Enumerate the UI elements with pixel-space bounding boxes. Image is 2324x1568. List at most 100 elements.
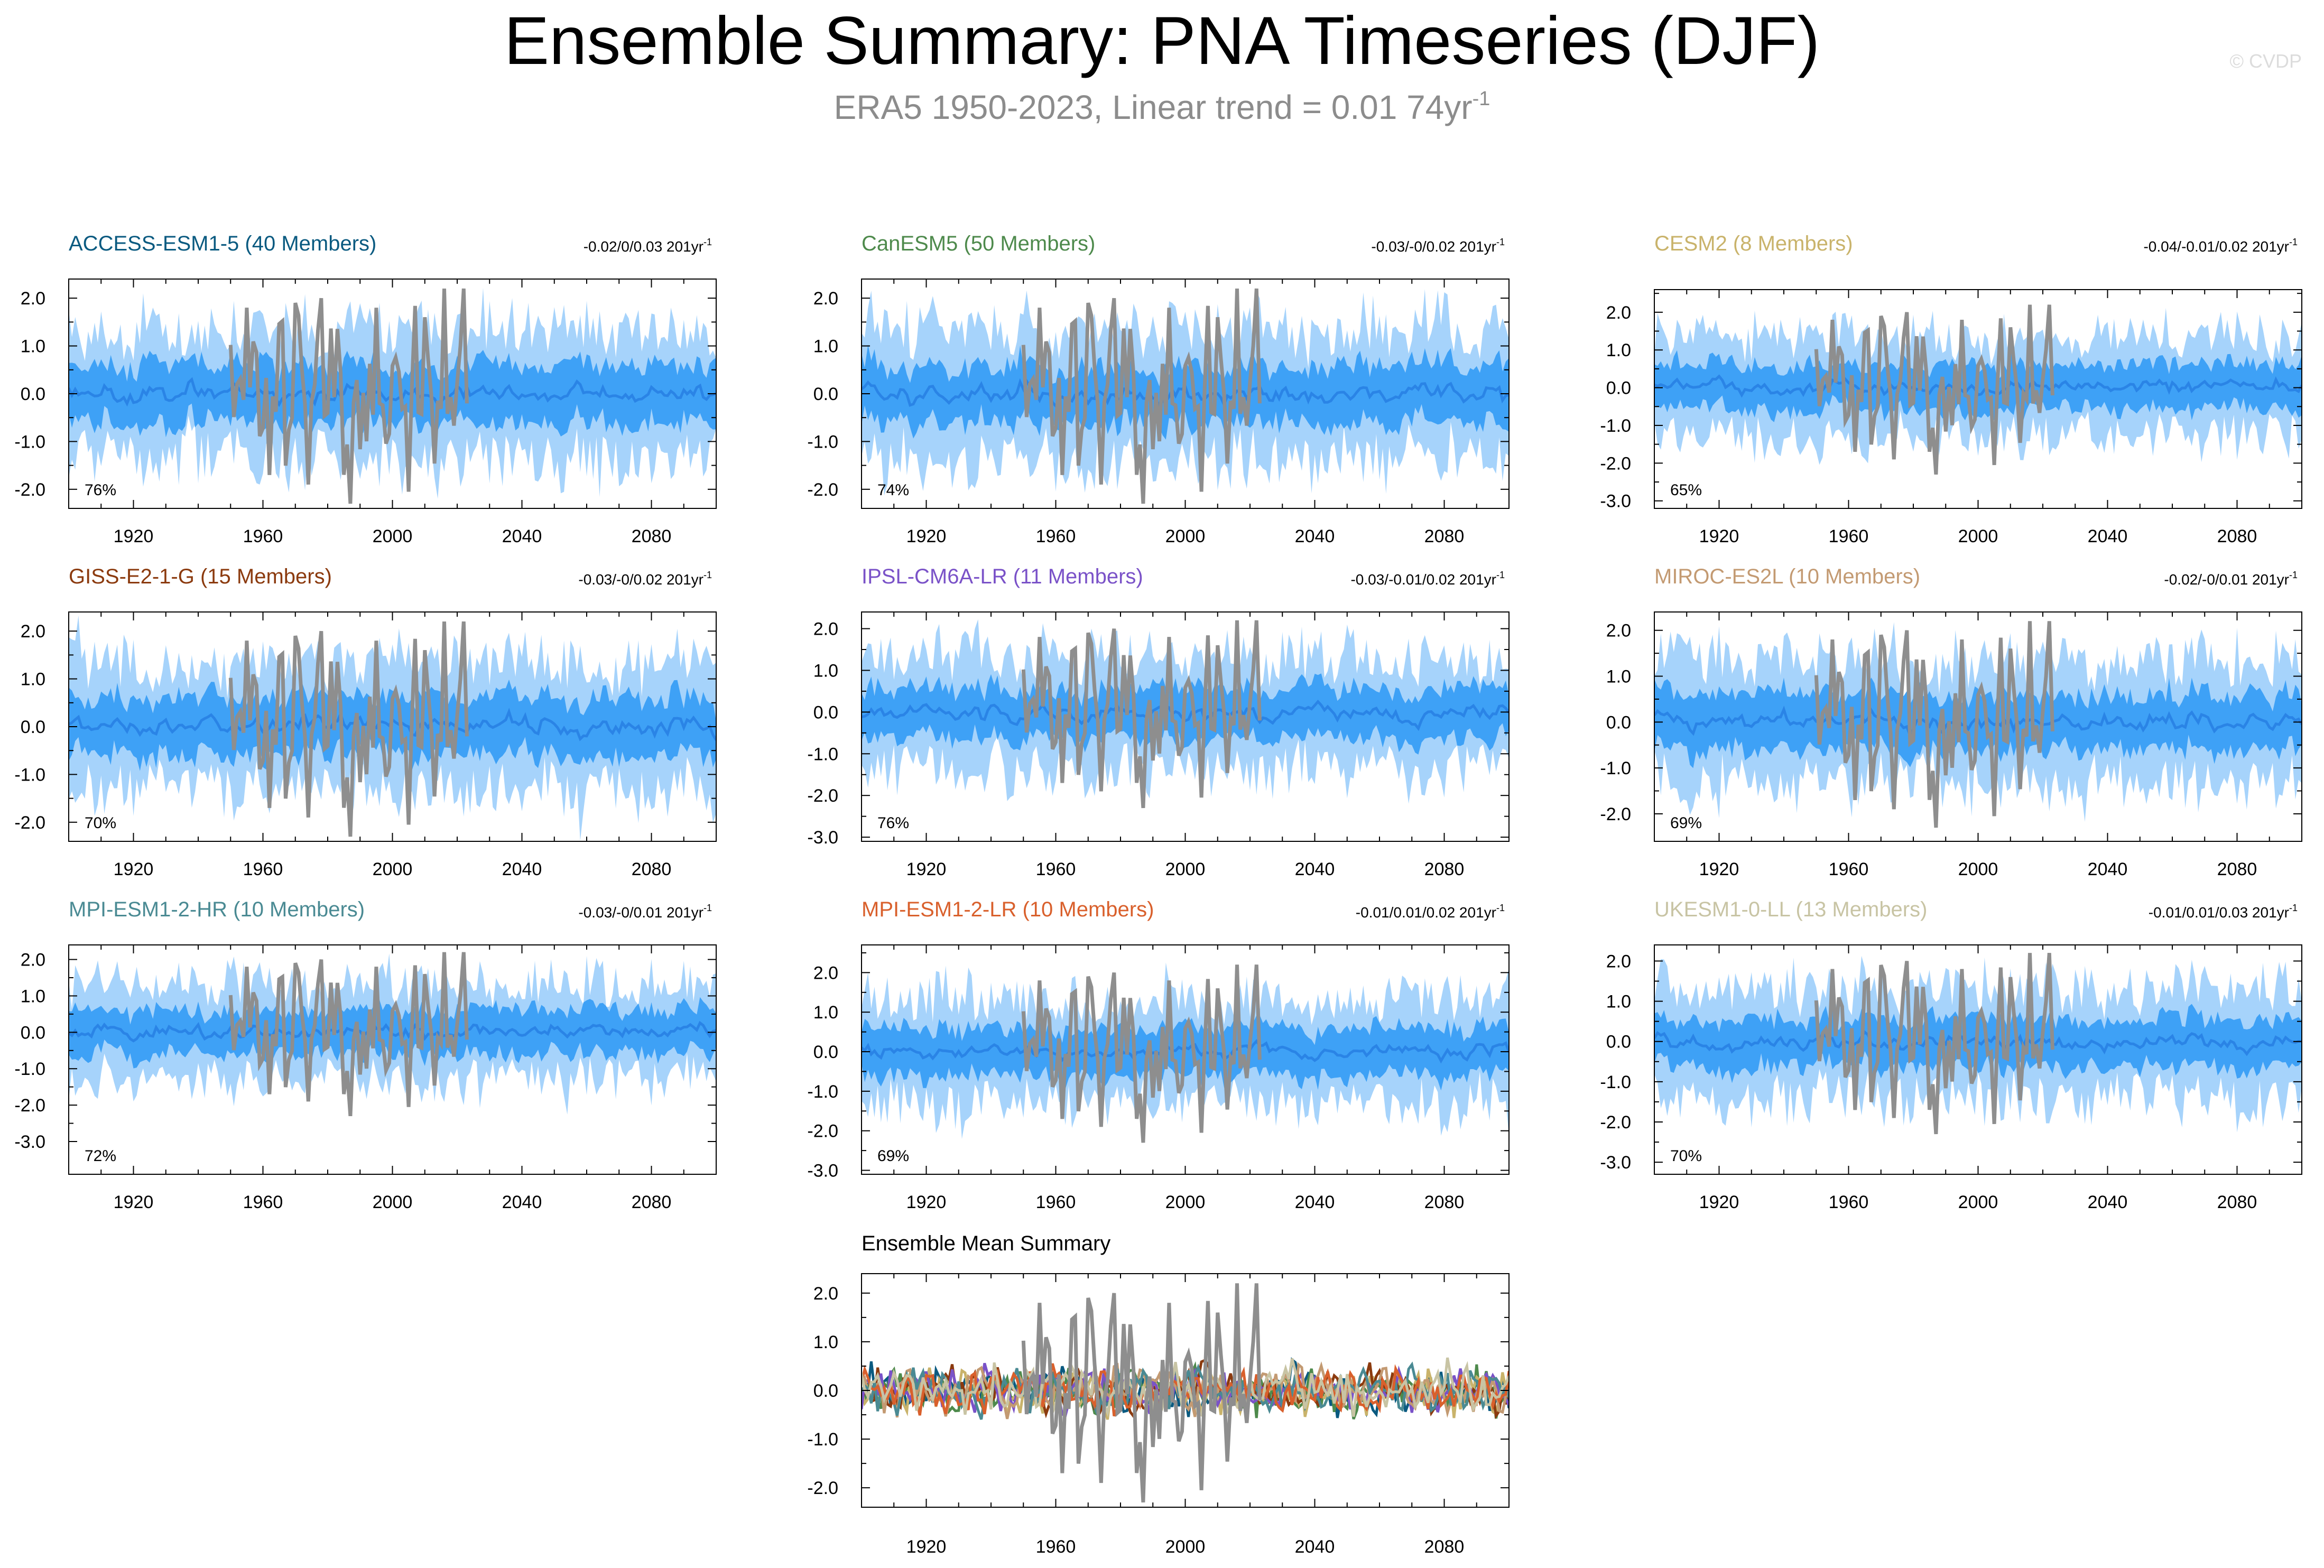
panel-title: UKESM1-0-LL (13 Members) (1654, 898, 1927, 921)
trend-superscript: -1 (1496, 903, 1505, 913)
y-tick-label: 2.0 (21, 621, 45, 642)
x-tick-label: 1960 (1829, 1192, 1869, 1212)
trend-label: -0.01/0.01/0.02 201yr-1 (1356, 903, 1505, 921)
y-tick-label: 0.0 (1606, 1032, 1631, 1052)
x-tick-label: 2000 (1958, 1192, 1998, 1212)
y-tick-label: 1.0 (21, 337, 45, 357)
y-tick-label: -3.0 (1600, 1153, 1631, 1173)
panel-ipsl-cm6a-lr: IPSL-CM6A-LR (11 Members) -0.03/-0.01/0.0… (807, 565, 1510, 879)
trend-label: -0.04/-0.01/0.02 201yr-1 (2143, 237, 2298, 255)
panel-title: IPSL-CM6A-LR (11 Members) (862, 565, 1143, 588)
y-tick-label: -2.0 (1600, 453, 1631, 474)
x-tick-label: 2000 (373, 1192, 413, 1212)
plot-area (1654, 304, 2302, 475)
y-tick-label: 1.0 (1606, 992, 1631, 1012)
trend-label: -0.02/-0/0.01 201yr-1 (2164, 570, 2298, 588)
x-tick-label: 1920 (906, 526, 947, 546)
plot-area (862, 1283, 1509, 1502)
panel-giss-e2-1-g: GISS-E2-1-G (15 Members) -0.03/-0/0.02 20… (14, 565, 717, 879)
y-tick-label: -3.0 (14, 1132, 45, 1152)
era5-observed-line (228, 621, 469, 837)
percent-label: 74% (877, 481, 909, 499)
y-tick-label: 2.0 (1606, 621, 1631, 641)
panel-canesm5: CanESM5 (50 Members) -0.03/-0/0.02 201yr-… (807, 232, 1510, 546)
y-tick-label: -2.0 (14, 1096, 45, 1116)
y-tick-label: 1.0 (813, 337, 838, 357)
x-tick-label: 1920 (1699, 526, 1739, 546)
panel-title: CanESM5 (50 Members) (862, 232, 1095, 255)
x-tick-label: 2080 (1424, 859, 1465, 879)
y-tick-label: -3.0 (807, 828, 838, 848)
x-tick-label: 1960 (1036, 1537, 1076, 1557)
x-tick-label: 2000 (1165, 1192, 1206, 1212)
y-tick-label: 0.0 (21, 384, 45, 404)
x-tick-label: 2000 (1958, 859, 1998, 879)
era5-observed-line (1021, 1283, 1262, 1502)
y-tick-label: -1.0 (807, 432, 838, 452)
y-tick-label: -2.0 (14, 480, 45, 500)
plot-area (1654, 621, 2302, 828)
y-tick-label: 2.0 (813, 289, 838, 309)
x-tick-label: 2040 (1295, 1537, 1335, 1557)
subtitle-superscript: -1 (1472, 88, 1490, 110)
x-tick-label: 1960 (243, 526, 283, 546)
x-tick-label: 2040 (502, 1192, 542, 1212)
y-tick-label: -1.0 (807, 744, 838, 764)
era5-observed-line (228, 952, 469, 1117)
y-tick-label: -1.0 (14, 432, 45, 452)
trend-superscript: -1 (2289, 903, 2298, 913)
percent-label: 72% (85, 1147, 116, 1165)
era5-observed-line (1814, 304, 2054, 475)
y-tick-label: -1.0 (1600, 1072, 1631, 1092)
x-tick-label: 1920 (906, 1192, 947, 1212)
x-tick-label: 2080 (2217, 1192, 2257, 1212)
y-tick-label: 0.0 (813, 702, 838, 722)
plot-area (69, 615, 716, 841)
percent-label: 69% (1670, 814, 1702, 832)
x-tick-label: 2000 (1165, 526, 1206, 546)
y-tick-label: 1.0 (1606, 667, 1631, 687)
y-tick-label: 0.0 (21, 717, 45, 737)
trend-superscript: -1 (2289, 237, 2298, 247)
x-tick-label: 2080 (1424, 526, 1465, 546)
y-tick-label: 1.0 (813, 1003, 838, 1023)
y-tick-label: 2.0 (1606, 951, 1631, 971)
y-tick-label: -2.0 (807, 786, 838, 806)
y-tick-label: 1.0 (1606, 340, 1631, 360)
y-tick-label: -2.0 (14, 813, 45, 833)
x-tick-label: 1920 (114, 1192, 154, 1212)
trend-label: -0.01/0.01/0.03 201yr-1 (2149, 903, 2298, 921)
y-tick-label: -2.0 (807, 1478, 838, 1498)
x-tick-label: 2000 (373, 526, 413, 546)
panel-title: MPI-ESM1-2-LR (10 Members) (862, 898, 1154, 921)
y-tick-label: -1.0 (14, 765, 45, 785)
y-tick-label: -1.0 (1600, 416, 1631, 436)
trend-superscript: -1 (2289, 570, 2298, 580)
x-tick-label: 1920 (906, 859, 947, 879)
y-tick-label: 0.0 (813, 1381, 838, 1401)
y-tick-label: 2.0 (813, 1284, 838, 1304)
panel-title: CESM2 (8 Members) (1654, 232, 1853, 255)
panel-mpi-esm1-2-lr: MPI-ESM1-2-LR (10 Members) -0.01/0.01/0.0… (807, 898, 1510, 1212)
x-tick-label: 2040 (502, 859, 542, 879)
era5-observed-line (1021, 620, 1262, 809)
panel-title: Ensemble Mean Summary (862, 1232, 1110, 1255)
y-tick-label: 2.0 (813, 619, 838, 639)
figure-title: Ensemble Summary: PNA Timeseries (DJF) (504, 3, 1820, 79)
y-tick-label: 0.0 (1606, 378, 1631, 398)
plot-area (69, 952, 716, 1117)
panel-title: MPI-ESM1-2-HR (10 Members) (69, 898, 365, 921)
x-tick-label: 1960 (1036, 859, 1076, 879)
plot-area (862, 288, 1509, 504)
plot-area (862, 619, 1509, 809)
trend-superscript: -1 (1496, 237, 1505, 247)
era5-observed-line (1814, 952, 2054, 1135)
x-tick-label: 1960 (243, 859, 283, 879)
percent-label: 76% (877, 814, 909, 832)
trend-superscript: -1 (703, 903, 712, 913)
y-tick-label: 0.0 (21, 1023, 45, 1043)
era5-observed-line (1021, 964, 1262, 1143)
x-tick-label: 2040 (502, 526, 542, 546)
x-tick-label: 1960 (1036, 526, 1076, 546)
